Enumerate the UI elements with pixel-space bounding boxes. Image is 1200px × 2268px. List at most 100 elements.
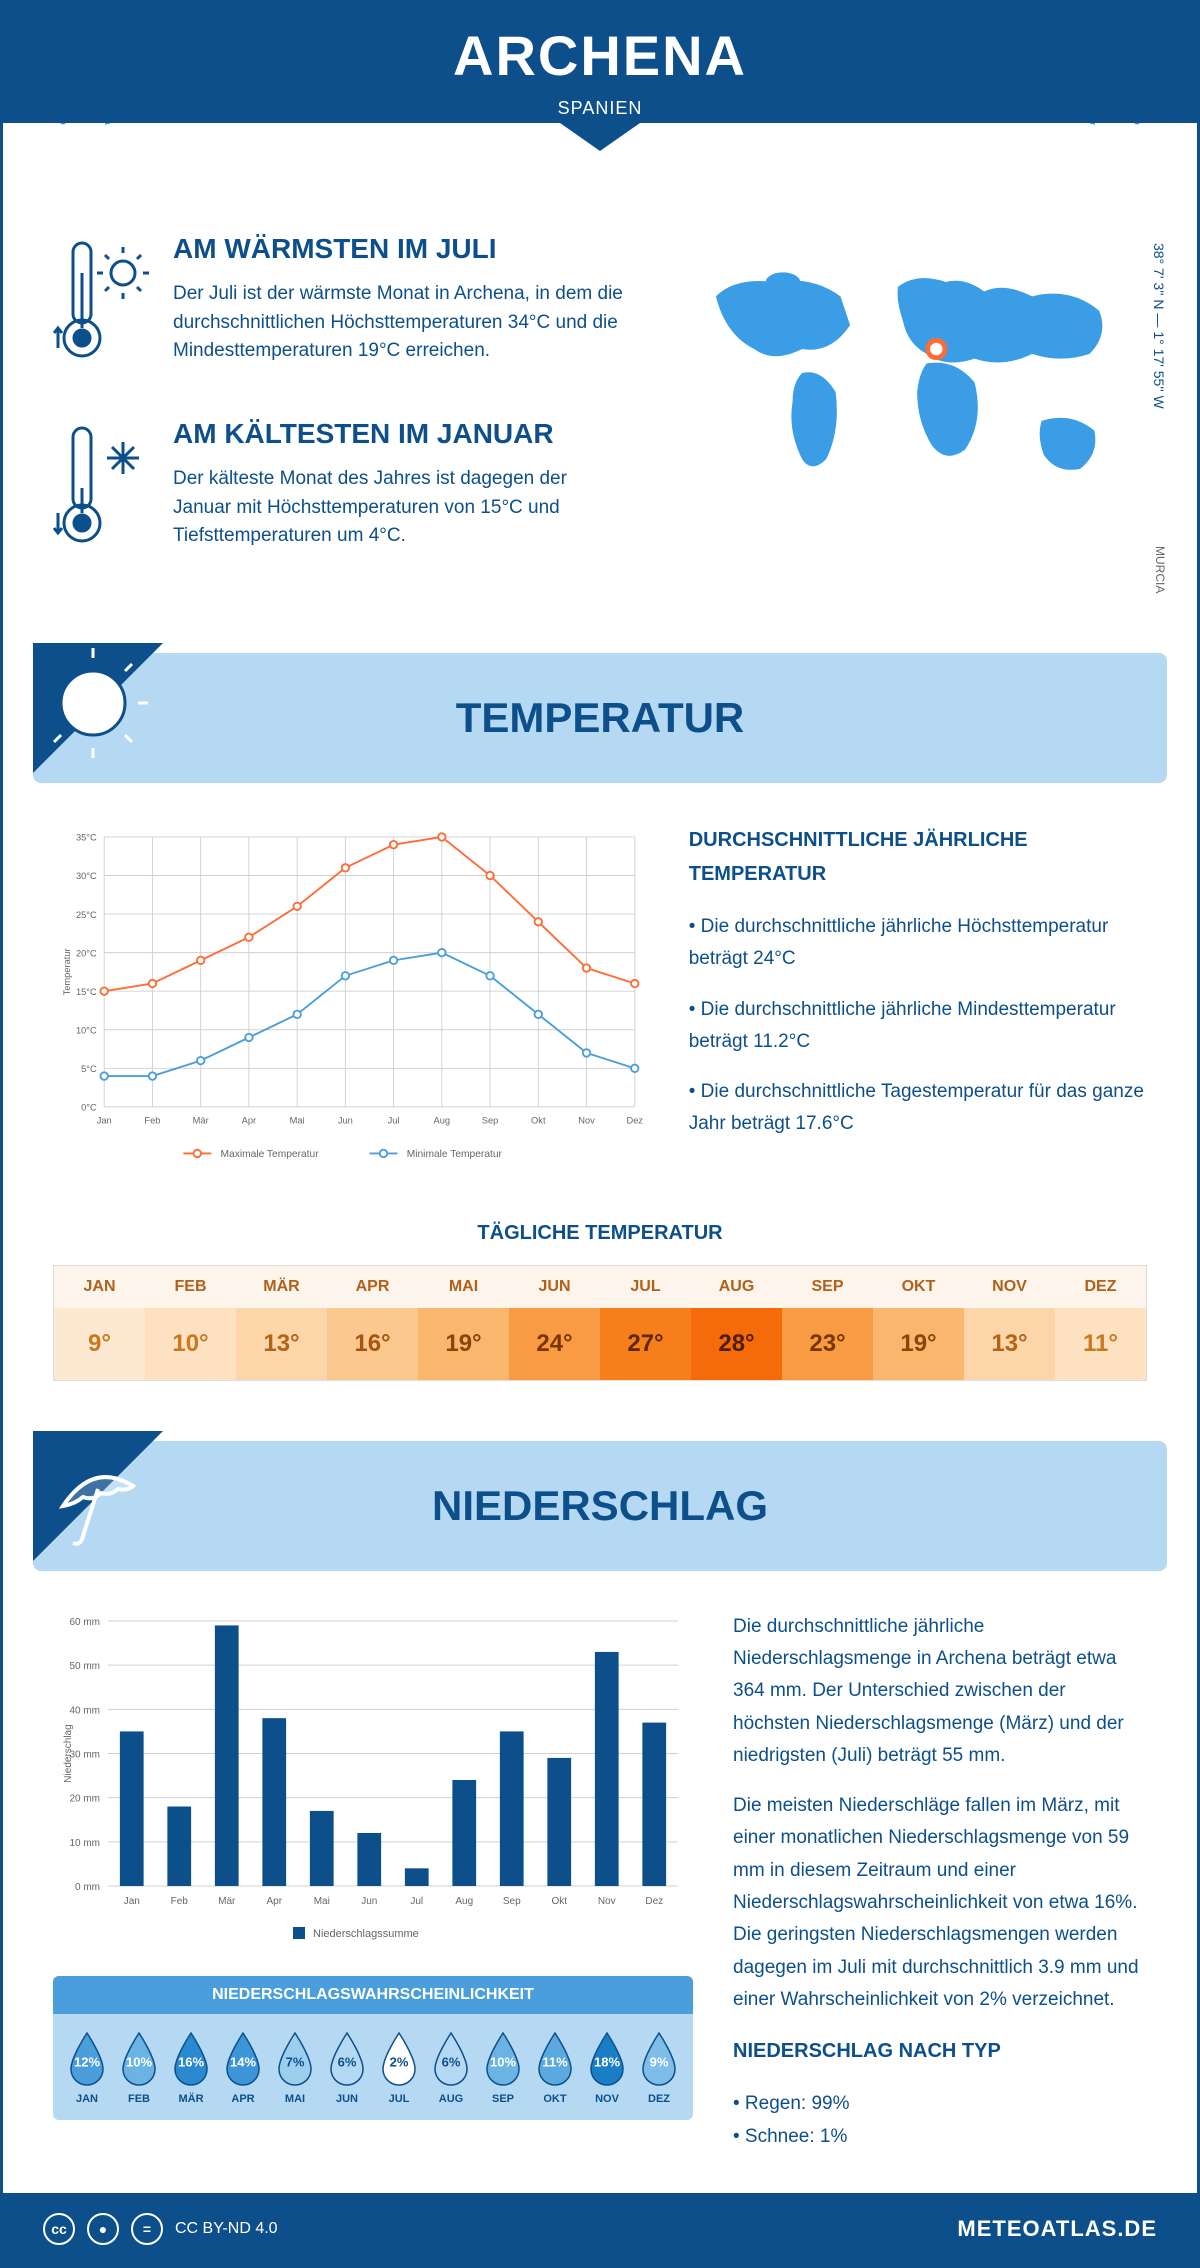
license-block: cc ● = CC BY-ND 4.0 xyxy=(43,2213,278,2245)
svg-text:35°C: 35°C xyxy=(76,833,97,843)
warmest-block: AM WÄRMSTEN IM JULI Der Juli ist der wär… xyxy=(53,233,628,378)
svg-text:10°C: 10°C xyxy=(76,1025,97,1035)
drop-month-label: JUL xyxy=(375,2093,423,2105)
daily-temp-value: 9° xyxy=(54,1308,145,1380)
drop-icon: 10% xyxy=(479,2029,527,2089)
precip-section-title: NIEDERSCHLAG xyxy=(33,1441,1167,1571)
svg-text:Dez: Dez xyxy=(626,1116,643,1126)
svg-text:15°C: 15°C xyxy=(76,987,97,997)
precip-type-2: • Schnee: 1% xyxy=(733,2121,1147,2153)
intro-section: AM WÄRMSTEN IM JULI Der Juli ist der wär… xyxy=(3,203,1197,633)
svg-text:Okt: Okt xyxy=(531,1116,546,1126)
drop-month-label: OKT xyxy=(531,2093,579,2105)
daily-temp-value: 13° xyxy=(236,1308,327,1380)
temp-summary-1: • Die durchschnittliche jährliche Höchst… xyxy=(689,911,1147,976)
daily-temp-month: AUG xyxy=(691,1266,782,1308)
svg-text:Feb: Feb xyxy=(144,1116,160,1126)
precip-para-1: Die durchschnittliche jährliche Niedersc… xyxy=(733,1611,1147,1772)
temp-summary-title: DURCHSCHNITTLICHE JÄHRLICHE TEMPERATUR xyxy=(689,823,1147,891)
precip-prob-item: 2% JUL xyxy=(375,2029,423,2105)
temperature-summary: DURCHSCHNITTLICHE JÄHRLICHE TEMPERATUR •… xyxy=(689,823,1147,1182)
precip-prob-item: 16% MÄR xyxy=(167,2029,215,2105)
drop-icon: 16% xyxy=(167,2029,215,2089)
drop-month-label: APR xyxy=(219,2093,267,2105)
precip-probability: NIEDERSCHLAGSWAHRSCHEINLICHKEIT 12% JAN … xyxy=(53,1976,693,2120)
daily-temp-value: 24° xyxy=(509,1308,600,1380)
daily-temp-month: MÄR xyxy=(236,1266,327,1308)
daily-temp-value: 19° xyxy=(873,1308,964,1380)
temp-summary-3: • Die durchschnittliche Tagestemperatur … xyxy=(689,1076,1147,1141)
daily-temp-value: 23° xyxy=(782,1308,873,1380)
svg-text:Okt: Okt xyxy=(551,1896,567,1907)
svg-text:Dez: Dez xyxy=(645,1896,663,1907)
daily-temp-title: TÄGLICHE TEMPERATUR xyxy=(53,1222,1147,1245)
world-map: 38° 7' 3'' N — 1° 17' 55'' W MURCIA xyxy=(668,233,1147,603)
svg-text:50 mm: 50 mm xyxy=(69,1661,100,1672)
daily-temp-month: JUN xyxy=(509,1266,600,1308)
daily-temp-month: SEP xyxy=(782,1266,873,1308)
svg-text:Jan: Jan xyxy=(124,1896,140,1907)
daily-temp-value: 13° xyxy=(964,1308,1055,1380)
daily-temp-month: MAI xyxy=(418,1266,509,1308)
svg-text:0°C: 0°C xyxy=(81,1103,97,1113)
svg-text:30 mm: 30 mm xyxy=(69,1749,100,1760)
sun-icon xyxy=(33,643,183,793)
svg-text:Jun: Jun xyxy=(338,1116,353,1126)
drop-icon: 6% xyxy=(427,2029,475,2089)
svg-text:Jul: Jul xyxy=(410,1896,423,1907)
region-label: MURCIA xyxy=(1153,546,1167,593)
drop-icon: 2% xyxy=(375,2029,423,2089)
daily-temp-value: 27° xyxy=(600,1308,691,1380)
drop-icon: 14% xyxy=(219,2029,267,2089)
svg-text:Sep: Sep xyxy=(503,1896,521,1907)
page-title: ARCHENA xyxy=(3,23,1197,88)
svg-text:Minimale Temperatur: Minimale Temperatur xyxy=(407,1149,503,1160)
footer: cc ● = CC BY-ND 4.0 METEOATLAS.DE xyxy=(3,2193,1197,2265)
nd-icon: = xyxy=(131,2213,163,2245)
svg-text:Mai: Mai xyxy=(290,1116,305,1126)
svg-text:10 mm: 10 mm xyxy=(69,1838,100,1849)
drop-month-label: NOV xyxy=(583,2093,631,2105)
coldest-block: AM KÄLTESTEN IM JANUAR Der kälteste Mona… xyxy=(53,418,628,563)
svg-text:Mär: Mär xyxy=(218,1896,236,1907)
page-subtitle: SPANIEN xyxy=(3,98,1197,119)
temperature-row: 0°C5°C10°C15°C20°C25°C30°C35°CJanFebMärA… xyxy=(3,803,1197,1222)
svg-text:Apr: Apr xyxy=(242,1116,256,1126)
warmest-title: AM WÄRMSTEN IM JULI xyxy=(173,233,628,265)
precip-prob-item: 9% DEZ xyxy=(635,2029,683,2105)
precip-row: 0 mm10 mm20 mm30 mm40 mm50 mm60 mmJanFeb… xyxy=(3,1591,1197,2193)
precip-header: NIEDERSCHLAG xyxy=(33,1441,1167,1571)
daily-temp-month: NOV xyxy=(964,1266,1055,1308)
svg-text:40 mm: 40 mm xyxy=(69,1705,100,1716)
daily-temp-month: FEB xyxy=(145,1266,236,1308)
precip-summary: Die durchschnittliche jährliche Niedersc… xyxy=(733,1611,1147,2153)
daily-temp-value: 19° xyxy=(418,1308,509,1380)
site-name: METEOATLAS.DE xyxy=(957,2216,1157,2242)
page-container: ARCHENA SPANIEN AM WÄRMSTEN IM JULI Der … xyxy=(0,0,1200,2268)
svg-text:Jan: Jan xyxy=(97,1116,112,1126)
precip-prob-item: 6% JUN xyxy=(323,2029,371,2105)
drop-month-label: JAN xyxy=(63,2093,111,2105)
precip-prob-item: 18% NOV xyxy=(583,2029,631,2105)
daily-temp-value: 16° xyxy=(327,1308,418,1380)
precip-prob-item: 10% SEP xyxy=(479,2029,527,2105)
coldest-text: Der kälteste Monat des Jahres ist dagege… xyxy=(173,465,628,551)
precip-prob-item: 10% FEB xyxy=(115,2029,163,2105)
umbrella-icon xyxy=(33,1431,183,1581)
drop-icon: 10% xyxy=(115,2029,163,2089)
svg-text:30°C: 30°C xyxy=(76,871,97,881)
daily-temp-month: JAN xyxy=(54,1266,145,1308)
warmest-text: Der Juli ist der wärmste Monat in Archen… xyxy=(173,280,628,366)
precip-chart-area: 0 mm10 mm20 mm30 mm40 mm50 mm60 mmJanFeb… xyxy=(53,1611,693,2153)
temperature-section-title: TEMPERATUR xyxy=(33,653,1167,783)
svg-text:5°C: 5°C xyxy=(81,1064,97,1074)
daily-temp-value: 10° xyxy=(145,1308,236,1380)
temp-summary-2: • Die durchschnittliche jährliche Mindes… xyxy=(689,994,1147,1059)
svg-text:Mär: Mär xyxy=(193,1116,209,1126)
drop-month-label: AUG xyxy=(427,2093,475,2105)
drop-icon: 6% xyxy=(323,2029,371,2089)
svg-text:Jul: Jul xyxy=(388,1116,400,1126)
daily-temp-month: OKT xyxy=(873,1266,964,1308)
svg-text:Niederschlag: Niederschlag xyxy=(63,1724,74,1782)
thermometer-snow-icon xyxy=(53,418,153,563)
